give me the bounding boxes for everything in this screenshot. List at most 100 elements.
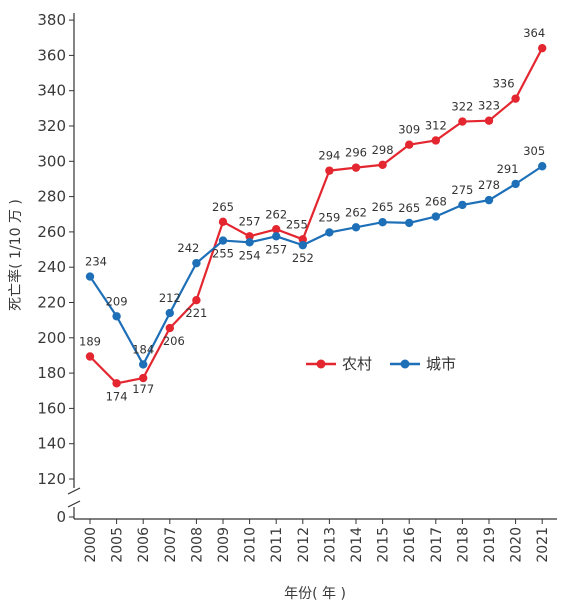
- data-point: [139, 360, 148, 369]
- x-tick-label: 2006: [136, 527, 152, 563]
- data-point: [405, 218, 414, 228]
- x-tick-label: 2000: [83, 527, 99, 563]
- data-label: 278: [478, 178, 500, 192]
- data-label: 209: [106, 294, 128, 308]
- x-tick-label: 2016: [402, 527, 418, 563]
- x-tick-label: 2008: [189, 527, 205, 563]
- data-point: [85, 352, 95, 361]
- x-tick-label: 2012: [296, 527, 312, 563]
- data-point: [351, 163, 361, 172]
- y-tick-label: 120: [37, 470, 66, 488]
- data-point: [272, 232, 281, 241]
- data-point: [298, 235, 307, 244]
- data-label: 309: [398, 123, 420, 137]
- data-point: [245, 232, 254, 241]
- y-tick-label: 360: [37, 46, 66, 64]
- y-tick-label: 320: [37, 117, 66, 135]
- y-tick-label: 200: [37, 329, 66, 347]
- y-tick-label: 380: [37, 11, 66, 29]
- data-point: [458, 200, 467, 210]
- data-point: [431, 212, 440, 221]
- series-line-rural: [89, 47, 544, 385]
- data-label: 294: [318, 149, 340, 163]
- x-tick-label: 2005: [110, 527, 126, 563]
- data-point: [192, 258, 201, 268]
- data-label: 336: [493, 77, 515, 91]
- data-label: 296: [345, 146, 367, 160]
- data-label: 262: [345, 205, 367, 219]
- x-tick-label: 2010: [243, 527, 259, 563]
- axis-break-mark-lower: [67, 500, 81, 508]
- axis-break-mark-upper: [67, 487, 81, 495]
- legend-swatch-marker: [400, 359, 410, 369]
- data-point: [511, 94, 520, 103]
- data-point: [431, 136, 440, 145]
- x-tick-label: 2014: [349, 527, 365, 563]
- data-label: 234: [85, 255, 107, 269]
- data-label: 177: [132, 382, 154, 396]
- data-point: [538, 43, 547, 53]
- x-tick-label: 2007: [163, 527, 179, 563]
- data-label: 184: [132, 342, 154, 356]
- legend-label: 农村: [342, 355, 372, 373]
- data-label: 206: [163, 334, 185, 348]
- x-tick-label: 2017: [429, 527, 445, 563]
- legend-label: 城市: [426, 355, 456, 373]
- data-label: 259: [318, 210, 340, 224]
- y-tick-label: 340: [37, 82, 66, 100]
- data-label: 255: [286, 217, 308, 231]
- data-point: [378, 160, 387, 170]
- y-tick-label: 300: [37, 152, 66, 170]
- data-label: 174: [106, 389, 128, 403]
- x-tick-label: 2020: [509, 527, 525, 563]
- data-label: 257: [265, 242, 287, 256]
- x-tick-label: 2011: [269, 527, 285, 563]
- y-axis-title: 死亡率( 1/10 万 ): [7, 199, 24, 311]
- data-label: 254: [239, 248, 261, 262]
- x-tick-label: 2015: [376, 527, 392, 563]
- data-label: 298: [372, 143, 394, 157]
- axes: 0 120 140 160 180 200 220 240 260 280 300 320 340 360…: [37, 11, 557, 563]
- data-point: [325, 166, 334, 175]
- legend: 农村 城市: [306, 355, 456, 373]
- data-point: [325, 228, 334, 237]
- y-tick-label: 220: [37, 294, 66, 312]
- data-point: [511, 179, 520, 189]
- data-label: 323: [478, 99, 500, 113]
- data-label: 257: [239, 214, 261, 228]
- data-point: [378, 217, 387, 227]
- data-label: 265: [212, 200, 234, 214]
- data-point: [245, 238, 254, 247]
- data-point: [192, 296, 201, 305]
- data-label: 212: [159, 291, 181, 305]
- data-label: 275: [451, 183, 473, 197]
- legend-swatch-marker: [316, 359, 326, 369]
- data-point: [218, 217, 228, 227]
- data-point: [165, 323, 174, 333]
- x-tick-label: 2013: [322, 527, 338, 563]
- data-point: [484, 195, 494, 205]
- data-point: [538, 162, 547, 171]
- data-label: 189: [79, 335, 101, 349]
- series-line-urban: [89, 165, 543, 366]
- data-point: [298, 240, 307, 250]
- data-point: [112, 379, 121, 388]
- data-point: [272, 225, 281, 234]
- data-label: 242: [177, 241, 199, 255]
- x-tick-label: 2009: [216, 527, 232, 563]
- x-axis-title: 年份( 年 ): [284, 586, 346, 602]
- data-point: [351, 223, 361, 232]
- data-point: [458, 117, 467, 126]
- data-point: [218, 236, 228, 245]
- data-label: 265: [398, 201, 420, 215]
- data-point: [165, 308, 174, 318]
- x-tick-label: 2018: [455, 527, 471, 563]
- y-tick-label: 140: [37, 435, 66, 453]
- data-label: 305: [523, 144, 545, 158]
- y-tick-label: 280: [37, 188, 66, 206]
- data-point: [139, 373, 148, 383]
- data-point: [405, 140, 414, 149]
- data-label: 221: [185, 306, 207, 320]
